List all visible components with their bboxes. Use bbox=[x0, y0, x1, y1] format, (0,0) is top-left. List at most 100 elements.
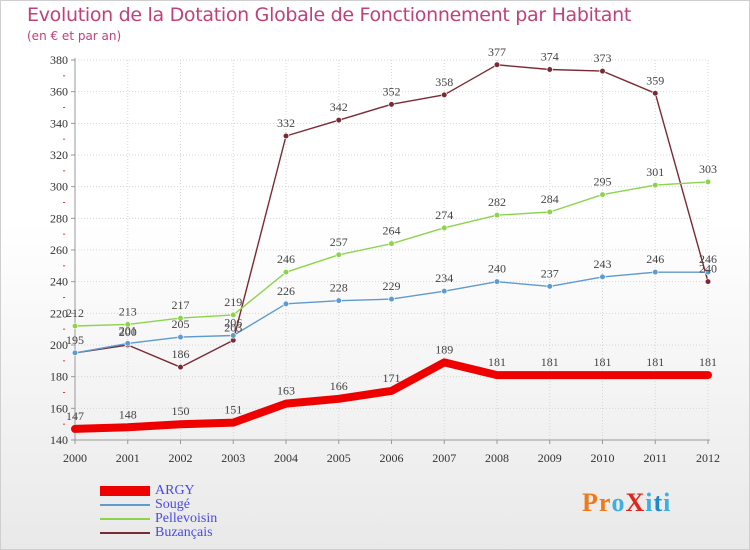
legend-swatch-souge bbox=[100, 504, 150, 506]
point-souge-2010 bbox=[599, 273, 606, 281]
data-label-souge-2008: 240 bbox=[488, 262, 506, 276]
y-tick-label-320: 320 bbox=[50, 148, 68, 162]
data-label-souge-2003: 206 bbox=[224, 316, 242, 330]
chart-title: Evolution de la Dotation Globale de Fonc… bbox=[27, 4, 632, 26]
data-label-souge-2005: 228 bbox=[330, 281, 348, 295]
point-buzancais-2012 bbox=[704, 278, 712, 285]
data-label-argy-2005: 166 bbox=[330, 379, 348, 393]
data-label-souge-2004: 226 bbox=[277, 284, 295, 298]
data-label-argy-2010: 181 bbox=[594, 355, 612, 369]
point-pellevoisin-2009 bbox=[546, 208, 553, 216]
point-souge-2006 bbox=[388, 295, 395, 303]
point-pellevoisin-2005 bbox=[335, 251, 342, 258]
legend-label-pellevoisin: Pellevoisin bbox=[155, 511, 218, 526]
point-pellevoisin-2007 bbox=[441, 224, 448, 231]
point-buzancais-2010 bbox=[599, 67, 606, 75]
series-group bbox=[71, 61, 712, 433]
y-axis-ticks: 140 160 180 200 220 240 260 280 300 320 340 360 380 bbox=[50, 53, 75, 447]
point-souge-2012 bbox=[704, 269, 712, 276]
data-label-pellevoisin-2008: 282 bbox=[488, 195, 506, 209]
point-pellevoisin-2002 bbox=[177, 314, 184, 322]
legend-swatch-pellevoisin bbox=[100, 518, 150, 520]
data-label-souge-2011: 246 bbox=[646, 252, 664, 266]
brand-letter: P bbox=[582, 488, 599, 517]
brand-letter: t bbox=[653, 488, 664, 517]
data-label-buzancais-2011: 359 bbox=[646, 73, 664, 87]
data-label-pellevoisin-2002: 217 bbox=[172, 298, 190, 312]
point-pellevoisin-2012 bbox=[704, 178, 712, 186]
data-label-pellevoisin-2003: 219 bbox=[224, 295, 242, 309]
point-pellevoisin-2008 bbox=[493, 212, 501, 219]
point-souge-2009 bbox=[546, 283, 553, 290]
data-label-argy-2000: 147 bbox=[66, 409, 84, 423]
x-tick-label-2004: 2004 bbox=[274, 451, 298, 465]
point-pellevoisin-2004 bbox=[282, 269, 290, 276]
point-buzancais-2005 bbox=[335, 117, 342, 124]
series-line-pellevoisin bbox=[74, 181, 709, 327]
data-label-souge-2009: 237 bbox=[541, 266, 559, 280]
legend-swatch-buzancais bbox=[100, 532, 150, 534]
brand-letter: o bbox=[611, 488, 626, 517]
data-label-buzancais-2010: 373 bbox=[594, 51, 612, 65]
point-pellevoisin-2001 bbox=[124, 321, 131, 328]
data-label-pellevoisin-2009: 284 bbox=[541, 192, 559, 206]
data-label-souge-2012: 246 bbox=[699, 252, 717, 266]
point-souge-2001 bbox=[124, 340, 131, 347]
data-label-argy-2006: 171 bbox=[383, 371, 401, 385]
chart-subtitle: (en € et par an) bbox=[27, 29, 122, 43]
point-buzancais-2006 bbox=[388, 101, 395, 108]
y-tick-label-240: 240 bbox=[50, 275, 68, 289]
legend-label-buzancais: Buzançais bbox=[155, 525, 213, 540]
data-label-buzancais-2007: 358 bbox=[435, 75, 453, 89]
data-label-pellevoisin-2006: 264 bbox=[383, 224, 401, 238]
y-tick-label-280: 280 bbox=[50, 211, 68, 225]
y-tick-label-260: 260 bbox=[50, 243, 68, 257]
legend-label-souge: Sougé bbox=[155, 497, 190, 512]
x-axis-ticks: 2000 2001 2002 2003 2004 2005 2006 2007 2008 2009… bbox=[63, 440, 720, 465]
point-souge-2008 bbox=[493, 278, 501, 285]
point-buzancais-2009 bbox=[546, 66, 553, 73]
data-label-pellevoisin-2000: 212 bbox=[66, 306, 84, 320]
x-tick-label-2001: 2001 bbox=[116, 451, 140, 465]
data-label-buzancais-2009: 374 bbox=[541, 50, 559, 64]
data-label-argy-2004: 163 bbox=[277, 384, 295, 398]
data-label-argy-2011: 181 bbox=[646, 355, 664, 369]
x-tick-label-2012: 2012 bbox=[696, 451, 720, 465]
point-pellevoisin-2006 bbox=[388, 240, 395, 247]
data-label-argy-2009: 181 bbox=[541, 355, 559, 369]
data-label-argy-2007: 189 bbox=[435, 342, 453, 356]
point-buzancais-2011 bbox=[652, 90, 659, 97]
data-label-buzancais-2002: 186 bbox=[172, 347, 190, 361]
legend-label-argy: ARGY bbox=[155, 483, 195, 498]
x-tick-label-2005: 2005 bbox=[327, 451, 351, 465]
point-buzancais-2008 bbox=[493, 61, 501, 68]
point-souge-2003 bbox=[230, 332, 237, 339]
point-buzancais-2002 bbox=[177, 364, 184, 371]
y-tick-label-140: 140 bbox=[50, 433, 68, 447]
data-label-pellevoisin-2010: 295 bbox=[594, 175, 612, 189]
y-tick-label-360: 360 bbox=[50, 85, 68, 99]
x-tick-label-2008: 2008 bbox=[485, 451, 509, 465]
point-souge-2005 bbox=[335, 297, 342, 304]
brand-logo: ProXiti bbox=[582, 488, 671, 518]
y-tick-label-220: 220 bbox=[50, 306, 68, 320]
y-tick-label-180: 180 bbox=[50, 370, 68, 384]
point-souge-2002 bbox=[177, 333, 184, 341]
data-label-pellevoisin-2004: 246 bbox=[277, 252, 295, 266]
data-label-pellevoisin-2005: 257 bbox=[330, 235, 348, 249]
point-souge-2011 bbox=[652, 269, 659, 276]
data-label-souge-2010: 243 bbox=[594, 257, 612, 271]
data-label-buzancais-2012: 240 bbox=[699, 262, 717, 276]
data-label-buzancais-2000: 195 bbox=[66, 333, 84, 347]
x-tick-label-2006: 2006 bbox=[380, 451, 404, 465]
x-tick-label-2000: 2000 bbox=[63, 451, 87, 465]
legend-swatch-argy bbox=[100, 486, 150, 496]
brand-letter: r bbox=[598, 488, 612, 517]
y-tick-label-200: 200 bbox=[50, 338, 68, 352]
x-tick-label-2003: 2003 bbox=[221, 451, 245, 465]
point-buzancais-2004 bbox=[282, 132, 290, 140]
brand-letter: i bbox=[645, 488, 654, 517]
data-label-argy-2008: 181 bbox=[488, 355, 506, 369]
data-label-buzancais-2008: 377 bbox=[488, 45, 506, 59]
